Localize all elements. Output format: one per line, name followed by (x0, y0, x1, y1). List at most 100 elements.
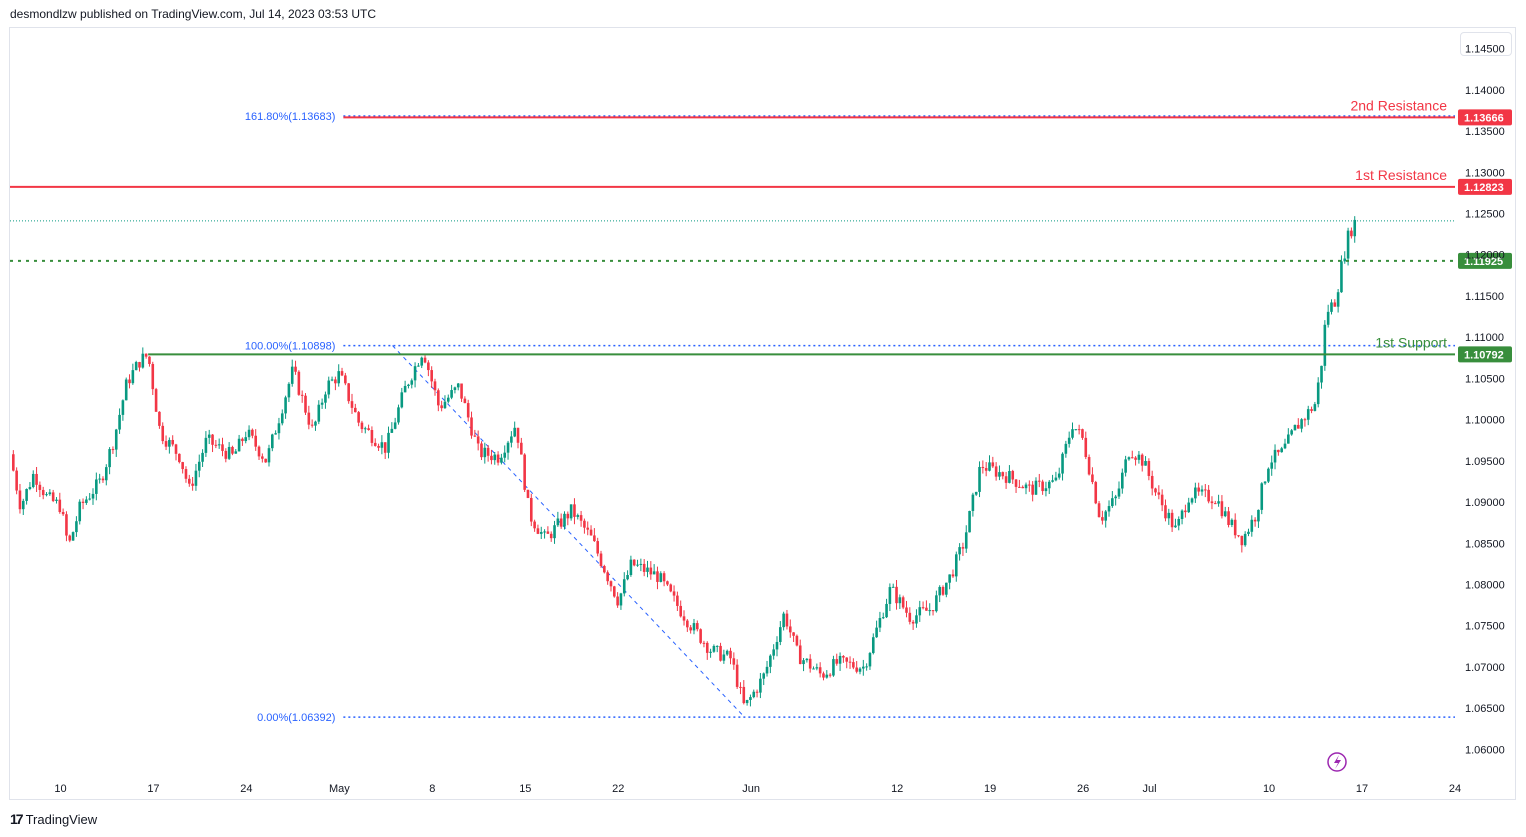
candle-body (1310, 409, 1313, 411)
candle (383, 442, 387, 460)
candle-body (905, 607, 908, 613)
candle-body (792, 632, 795, 636)
candle (1031, 481, 1034, 502)
candle (144, 353, 148, 359)
candle-body (241, 438, 244, 442)
candle-body (1064, 443, 1068, 454)
candle-body (1230, 519, 1234, 525)
candle-body (646, 567, 649, 572)
price-tick-label: 1.06500 (1465, 703, 1505, 715)
candle (908, 607, 912, 625)
candle-body (1300, 419, 1303, 429)
candle (1177, 516, 1181, 531)
candle-body (207, 434, 211, 438)
candle-body (456, 383, 460, 388)
candle-body (81, 501, 85, 503)
candle (350, 393, 354, 414)
candle (646, 560, 649, 578)
candle-body (1293, 424, 1297, 431)
candle (446, 394, 450, 404)
candle (1217, 494, 1220, 507)
candle-body (1057, 473, 1061, 478)
fib-anchor-line (392, 345, 745, 718)
candle (915, 609, 918, 628)
candle-body (443, 401, 447, 409)
footer-brand-label: TradingView (25, 811, 98, 827)
candle (48, 489, 52, 496)
candle (1174, 518, 1177, 528)
candle-body (114, 429, 118, 450)
candle-body (413, 366, 417, 381)
candle-body (15, 470, 18, 491)
candle (662, 571, 666, 587)
candle (556, 511, 560, 527)
candle-body (672, 591, 676, 596)
candle-body (1283, 443, 1287, 449)
lightning-icon[interactable] (1327, 752, 1347, 772)
candle (21, 498, 25, 515)
publisher-caption: desmondlzw published on TradingView.com,… (10, 7, 376, 21)
candle-body (1353, 219, 1357, 237)
candle (911, 619, 915, 630)
candle-body (111, 449, 115, 451)
candle-body (822, 673, 825, 678)
candle (818, 662, 822, 678)
candle-body (95, 479, 98, 494)
time-tick-label: 22 (612, 783, 624, 795)
candle-body (327, 380, 331, 395)
candle-body (1061, 453, 1064, 474)
candle (18, 483, 22, 514)
candle (85, 496, 88, 505)
candle-body (583, 520, 586, 528)
candle-body (984, 468, 988, 471)
candle-body (128, 379, 131, 384)
candle (201, 449, 204, 467)
candle-body (148, 356, 151, 364)
candle (516, 427, 520, 449)
candle (1134, 456, 1137, 466)
candle-body (1041, 481, 1044, 492)
candle (1220, 495, 1224, 519)
price-tick-label: 1.11000 (1465, 332, 1504, 344)
candle (795, 634, 799, 647)
candle-body (187, 478, 191, 484)
candle-body (340, 371, 344, 376)
candle-body (121, 400, 125, 415)
candle (300, 390, 304, 403)
candle (187, 474, 191, 487)
candle (483, 442, 487, 464)
candle (579, 510, 583, 527)
candle (88, 493, 91, 501)
candle-body (124, 379, 128, 401)
price-scale-settings-button[interactable] (1460, 32, 1512, 56)
candle (377, 443, 380, 451)
candle (148, 356, 151, 367)
candle-body (994, 466, 998, 477)
candle-body (1320, 365, 1323, 383)
candle (888, 583, 892, 612)
candle-body (543, 531, 546, 533)
candle-body (1174, 525, 1177, 528)
candle (788, 619, 792, 638)
candle-body (1164, 505, 1167, 519)
candle (1167, 508, 1171, 525)
candle (1296, 418, 1300, 429)
candle (1147, 458, 1151, 481)
candle-body (998, 472, 1001, 477)
candle (978, 461, 981, 498)
candle (128, 374, 131, 389)
candle-body (51, 492, 55, 501)
candle-body (174, 444, 178, 454)
candle-body (41, 489, 45, 496)
candle (304, 393, 307, 416)
candle (566, 511, 570, 526)
candle-body (118, 414, 121, 430)
candle-body (261, 456, 264, 459)
candle (529, 493, 533, 527)
candle (12, 450, 15, 472)
candle-body (696, 623, 699, 630)
candle (1204, 483, 1207, 498)
candle-body (247, 429, 251, 438)
candle-body (168, 439, 171, 447)
